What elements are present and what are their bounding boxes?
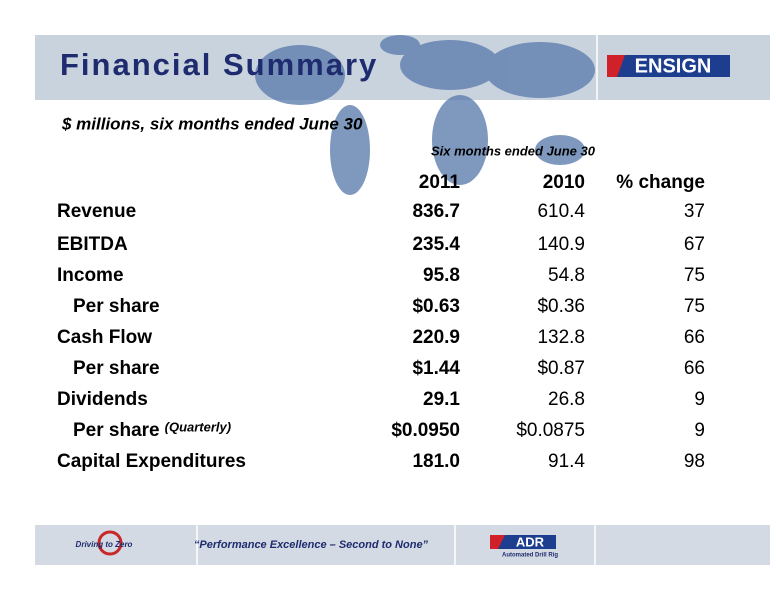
cell: 67 <box>684 234 705 255</box>
cell: $0.36 <box>537 296 585 317</box>
cell: 66 <box>684 358 705 379</box>
group-header: Six months ended June 30 <box>431 143 596 158</box>
column-header: % change <box>616 172 705 193</box>
cell: 54.8 <box>548 265 585 286</box>
cell: 9 <box>694 420 705 441</box>
cell: 235.4 <box>412 234 460 255</box>
cell: $0.0875 <box>516 420 585 441</box>
subtitle: $ millions, six months ended June 30 <box>61 114 363 133</box>
adr-logo: ADR <box>516 534 545 549</box>
column-header: 2011 <box>419 172 461 193</box>
cell: 132.8 <box>537 327 585 348</box>
cell: $0.87 <box>537 358 585 379</box>
row-note: (Quarterly) <box>165 419 231 434</box>
cell: 140.9 <box>537 234 585 255</box>
cell: 91.4 <box>548 451 585 472</box>
cell: 181.0 <box>412 451 460 472</box>
cell: 610.4 <box>537 201 585 222</box>
row-label: EBITDA <box>57 234 128 255</box>
tagline: “Performance Excellence – Second to None… <box>194 539 429 551</box>
row-label: Dividends <box>57 389 148 410</box>
footer-left-icon <box>97 530 123 556</box>
cell: 26.8 <box>548 389 585 410</box>
logo-box <box>607 55 730 77</box>
row-label: Per share <box>73 296 160 317</box>
footer-dividers <box>196 525 596 565</box>
logo-flag <box>607 55 625 77</box>
cell: 75 <box>684 265 705 286</box>
row-label: Income <box>57 265 124 286</box>
cell: $1.44 <box>412 358 460 379</box>
footer-left-logo: Driving to Zero <box>76 540 133 549</box>
adr-sub: Automated Drill Rig <box>502 553 558 559</box>
cell: 98 <box>684 451 705 472</box>
cell: 95.8 <box>423 265 460 286</box>
row-label: Cash Flow <box>57 327 152 348</box>
logo: ENSIGN <box>635 55 712 77</box>
cell: $0.63 <box>412 296 460 317</box>
cell: 220.9 <box>412 327 460 348</box>
footer-band <box>35 525 770 565</box>
table: Six months ended June 30 2011 2010 % chang… <box>57 143 705 472</box>
row-label: Per share <box>73 420 160 441</box>
cell: 9 <box>694 389 705 410</box>
cell: 836.7 <box>412 201 460 222</box>
row-label: Per share <box>73 358 160 379</box>
cell: 75 <box>684 296 705 317</box>
cell: 29.1 <box>423 389 460 410</box>
adr-box <box>490 535 556 549</box>
title: Financial Summary <box>60 47 378 82</box>
cell: 66 <box>684 327 705 348</box>
column-header: 2010 <box>543 172 585 193</box>
cell: 37 <box>684 201 705 222</box>
row-label: Revenue <box>57 201 136 222</box>
cell: $0.0950 <box>391 420 460 441</box>
row-label: Capital Expenditures <box>57 451 246 472</box>
world-map <box>255 35 595 195</box>
adr-flag <box>490 535 505 549</box>
